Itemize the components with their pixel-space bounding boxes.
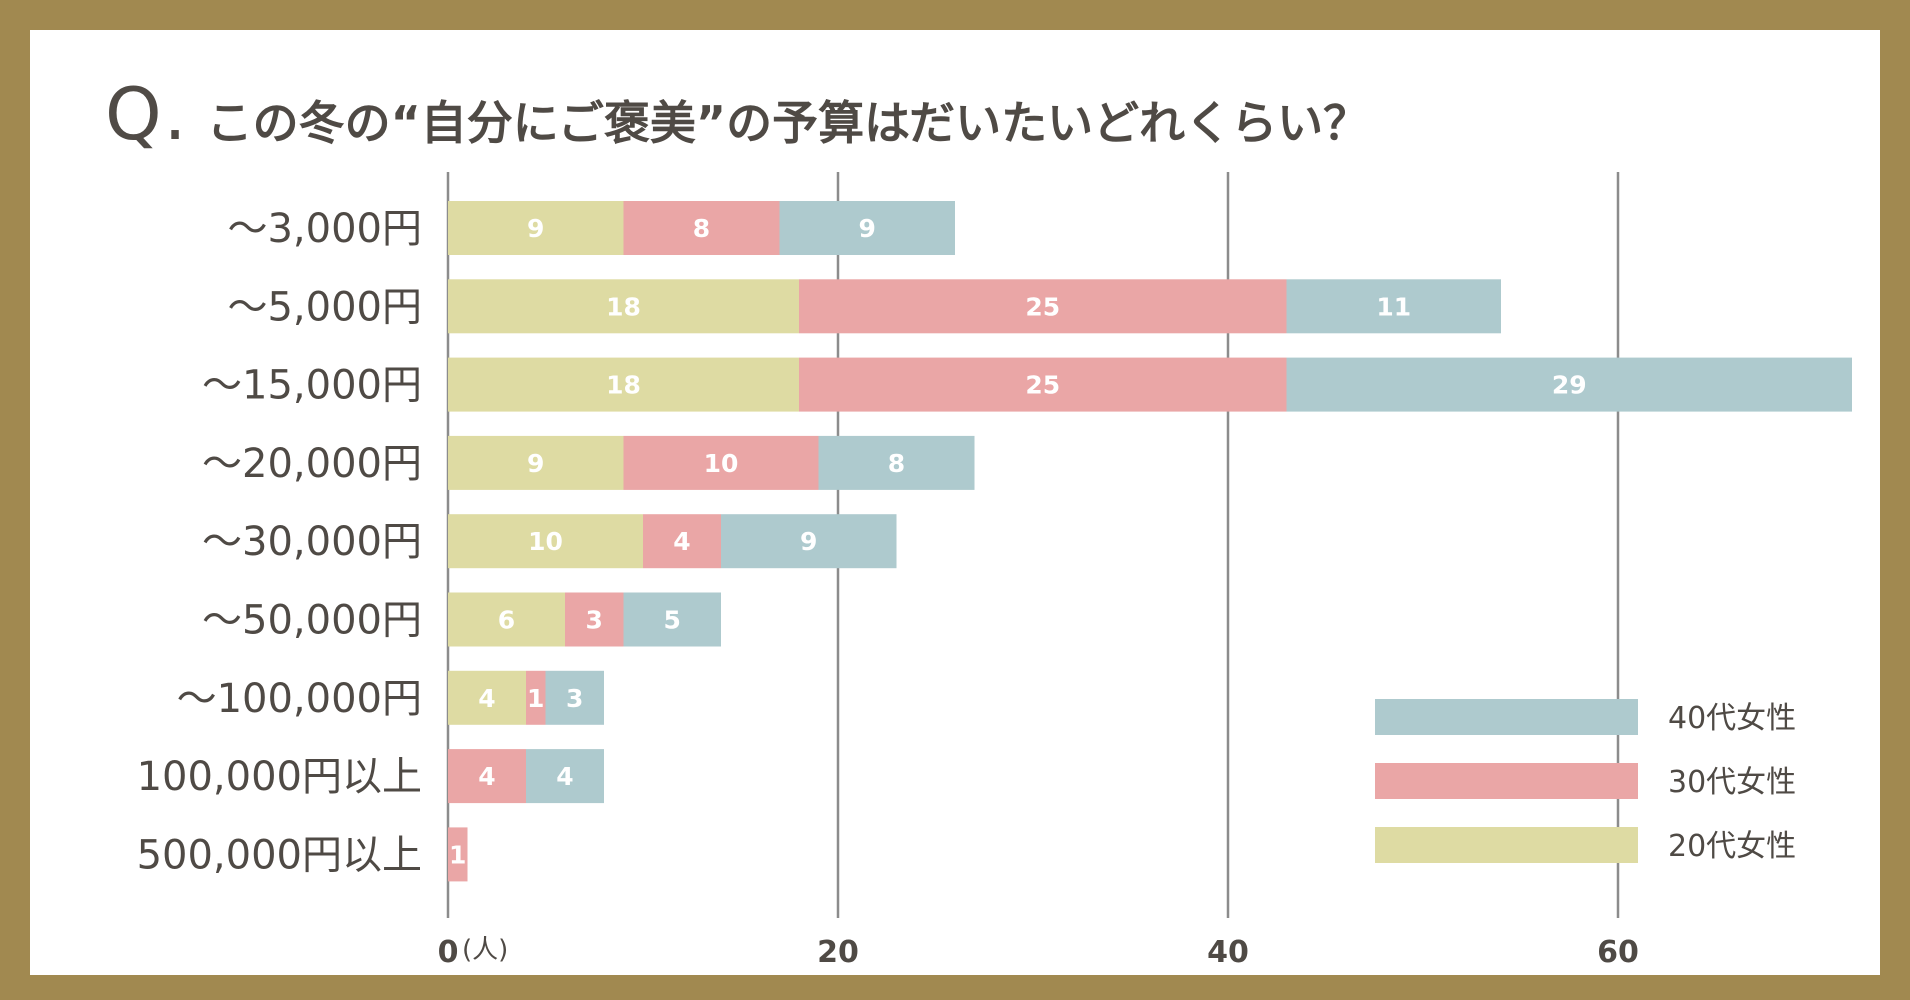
bar-segment: [448, 827, 468, 882]
x-tick-label: 60: [1597, 935, 1639, 970]
data-label: 4: [673, 527, 690, 556]
data-label: 29: [1552, 371, 1587, 400]
bar-segment: [623, 592, 721, 647]
bar-segment: [721, 514, 897, 569]
bar-segment: [448, 357, 799, 412]
legend-label: 40代女性: [1668, 701, 1796, 736]
bar-segment: [448, 435, 624, 490]
data-label: 9: [527, 214, 544, 243]
x-axis-unit: (人): [462, 935, 508, 965]
data-label: 3: [586, 606, 603, 635]
data-label: 10: [704, 449, 739, 478]
bar-segment: [448, 201, 624, 255]
bar-segment: [448, 749, 526, 804]
category-label: 〜30,000円: [202, 519, 422, 565]
question-prefix: Q.: [105, 72, 189, 156]
bar-segment: [623, 435, 819, 490]
category-label: 〜100,000円: [177, 676, 422, 722]
legend-swatch: [1375, 827, 1638, 863]
bar-segment: [799, 357, 1287, 412]
bar-segment: [545, 670, 604, 725]
legend: 40代女性 30代女性 20代女性: [1375, 699, 1796, 864]
data-label: 6: [498, 606, 515, 635]
bar-segment: [526, 749, 604, 804]
category-label: 〜50,000円: [202, 598, 422, 644]
data-label: 5: [664, 606, 681, 635]
data-label: 10: [528, 527, 563, 556]
bar-segment: [799, 279, 1287, 334]
x-tick-label: 0: [438, 935, 459, 970]
data-label: 25: [1025, 292, 1060, 321]
question-text: この冬の“自分にご褒美”の予算はだいたいどれくらい？: [206, 96, 1370, 150]
bar-segment: [565, 592, 624, 647]
bar-segment: [448, 514, 643, 569]
data-label: 1: [527, 684, 544, 713]
data-label: 4: [556, 762, 573, 791]
data-label: 1: [449, 840, 466, 869]
bar-segment: [448, 279, 799, 334]
bar-segment: [779, 201, 955, 255]
data-label: 8: [888, 449, 905, 478]
data-label: 4: [478, 684, 495, 713]
bar-segment: [1286, 357, 1852, 412]
category-label: 〜3,000円: [227, 206, 422, 252]
data-label: 8: [693, 214, 710, 243]
bar-segment: [818, 435, 975, 490]
legend-label: 30代女性: [1668, 765, 1796, 800]
x-axis-ticks: 0 20 40 60 (人): [438, 935, 1639, 970]
bar-segment: [526, 670, 546, 725]
data-label: 4: [478, 762, 495, 791]
legend-swatch: [1375, 763, 1638, 799]
category-label: 100,000円以上: [137, 754, 422, 800]
data-label: 3: [566, 684, 583, 713]
bar-segment: [448, 592, 565, 647]
category-label: 〜15,000円: [202, 363, 422, 409]
data-label: 9: [527, 449, 544, 478]
question-title: Q. この冬の“自分にご褒美”の予算はだいたいどれくらい？: [105, 72, 1369, 172]
category-label: 500,000円以上: [137, 832, 422, 878]
data-label: 18: [606, 371, 641, 400]
data-label: 18: [606, 292, 641, 321]
bar-segment: [1286, 279, 1501, 334]
category-label: 〜5,000円: [227, 284, 422, 330]
bar-segment: [448, 670, 526, 725]
category-label: 〜20,000円: [202, 441, 422, 487]
chart-card: Q. この冬の“自分にご褒美”の予算はだいたいどれくらい？: [30, 30, 1880, 975]
x-tick-label: 20: [817, 935, 859, 970]
x-tick-label: 40: [1207, 935, 1249, 970]
category-labels: 〜3,000円〜5,000円〜15,000円〜20,000円〜30,000円〜5…: [137, 206, 422, 878]
bar-segment: [643, 514, 721, 569]
data-label: 9: [800, 527, 817, 556]
bar-segment: [623, 201, 780, 255]
data-label: 11: [1376, 292, 1411, 321]
data-label: 25: [1025, 371, 1060, 400]
legend-swatch: [1375, 699, 1638, 735]
data-label: 9: [859, 214, 876, 243]
legend-label: 20代女性: [1668, 829, 1796, 864]
